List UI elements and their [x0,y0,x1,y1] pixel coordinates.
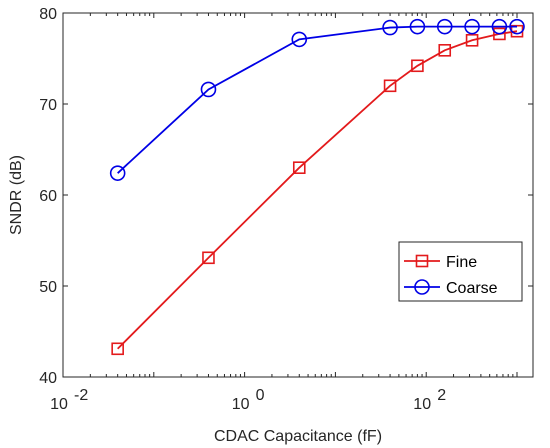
series-coarse-point [464,18,480,35]
plot-area [62,12,534,378]
series-coarse-point [491,18,508,35]
x-tick-label: 10 [413,396,431,413]
y-tick-label: 40 [39,370,57,387]
series-fine-point [411,59,424,73]
series-fine-point [438,44,452,57]
y-tick-label: 70 [39,97,57,114]
series-coarse [109,18,525,181]
series-coarse-point [382,19,398,36]
series-fine [111,24,524,356]
legend-fine-marker [415,254,429,268]
y-tick-label: 80 [39,6,57,23]
series-coarse-point [509,18,525,35]
x-axis-label: CDAC Capacitance (fF) [214,428,382,445]
series-coarse-point [109,165,126,181]
series-fine-point [202,251,215,265]
series-coarse-point [409,18,426,35]
series-coarse-line [117,25,518,174]
series-layer [109,18,525,356]
legend-coarse-label: Coarse [446,280,498,297]
x-tick-label-exponent: 2 [437,387,446,404]
series-coarse-point [200,81,217,98]
legend: Fine Coarse [398,241,523,302]
y-axis-label: SNDR (dB) [8,155,25,235]
series-fine-line [117,30,518,350]
series-fine-point [383,79,397,93]
series-fine-point [493,27,506,41]
series-fine-point [465,33,479,47]
y-tick-label: 50 [39,279,57,296]
y-axis: 40 50 60 70 80 [39,6,533,387]
y-tick-label: 60 [39,188,57,205]
legend-fine-label: Fine [446,254,477,271]
series-fine-point [111,342,124,356]
x-tick-label-exponent: -2 [74,387,88,404]
series-coarse-point [436,18,453,35]
legend-coarse-marker [414,279,430,295]
x-tick-label: 10 [232,396,250,413]
series-fine-point [292,161,306,174]
legend-box [398,241,523,302]
x-tick-label-exponent: 0 [256,387,265,404]
x-axis: 10 -2 10 0 10 2 [50,13,518,413]
x-tick-label: 10 [50,396,68,413]
series-coarse-point [291,31,308,48]
